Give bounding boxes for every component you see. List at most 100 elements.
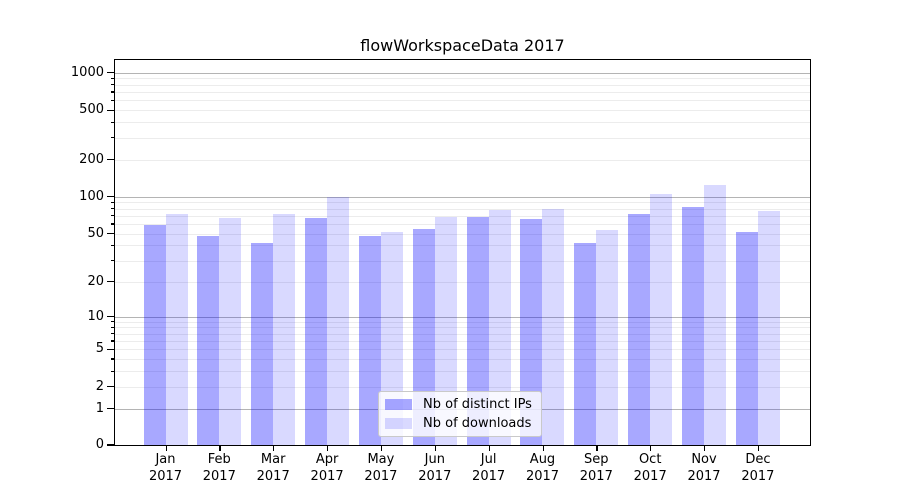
gridline-minor-500 (115, 110, 810, 112)
bar-downloads-sep (596, 229, 619, 445)
gridline-minor-600 (115, 100, 810, 102)
y-minortick-70 (110, 215, 114, 217)
x-tick-label-mar: Mar 2017 (241, 452, 305, 485)
legend: Nb of distinct IPs Nb of downloads (378, 391, 542, 437)
gridline-minor-70 (115, 215, 810, 217)
gridline-minor-2 (115, 386, 810, 388)
bar-downloads-aug (542, 208, 565, 445)
y-tick-500 (107, 109, 114, 111)
y-minortick-900 (110, 77, 114, 80)
x-label-month: Aug (529, 452, 556, 467)
bar-downloads-jul (488, 209, 511, 445)
bars-layer (115, 60, 810, 445)
y-minortick-800 (110, 84, 114, 86)
bar-distinct-ips-may (358, 235, 381, 445)
bar-downloads-nov (704, 185, 726, 445)
bar-distinct-ips-apr (305, 218, 328, 445)
y-minortick-30 (110, 259, 114, 262)
legend-item-downloads: Nb of downloads (385, 415, 532, 432)
y-minortick-7 (110, 333, 114, 335)
y-tick-5 (107, 348, 114, 350)
legend-swatch-distinct-ips (385, 399, 412, 410)
y-minortick-700 (110, 91, 114, 93)
bar-distinct-ips-nov (682, 207, 704, 445)
y-tick-2 (107, 386, 114, 388)
x-tick-label-jul: Jul 2017 (457, 452, 521, 485)
gridline-minor-3 (115, 371, 810, 373)
y-tick-100 (107, 196, 114, 198)
x-label-year: 2017 (687, 468, 721, 484)
gridline-minor-6 (115, 340, 810, 342)
x-label-year: 2017 (256, 468, 290, 484)
x-tick-may (380, 446, 383, 451)
x-label-month: Jan (155, 452, 176, 467)
y-minortick-600 (110, 99, 114, 101)
y-tick-label-50: 50 (87, 225, 104, 241)
gridline-minor-20 (115, 281, 810, 283)
y-tick-1 (107, 408, 114, 410)
bar-downloads-apr (327, 196, 350, 445)
gridline-minor-400 (115, 122, 810, 124)
y-tick-label-10: 10 (87, 308, 104, 324)
y-tick-label-5: 5 (95, 341, 104, 357)
legend-label-downloads: Nb of downloads (423, 416, 532, 431)
x-label-year: 2017 (741, 468, 775, 484)
legend-swatch-downloads (385, 418, 412, 429)
bar-distinct-ips-mar (251, 242, 274, 445)
y-tick-200 (107, 158, 114, 161)
x-label-month: Sep (584, 452, 609, 467)
grid-layer (115, 60, 810, 445)
x-tick-label-may: May 2017 (349, 452, 413, 485)
x-tick-label-nov: Nov 2017 (672, 452, 736, 485)
bar-distinct-ips-jul (466, 217, 489, 445)
y-minortick-4 (110, 358, 114, 360)
bar-distinct-ips-jun (412, 228, 435, 445)
legend-label-distinct-ips: Nb of distinct IPs (423, 397, 532, 412)
x-tick-label-aug: Aug 2017 (511, 452, 575, 485)
x-label-month: Feb (207, 452, 231, 467)
bar-downloads-feb (219, 218, 242, 445)
gridline-minor-8 (115, 327, 810, 329)
y-minortick-40 (110, 244, 114, 247)
bar-distinct-ips-jan (143, 224, 166, 445)
y-tick-label-500: 500 (79, 102, 104, 118)
gridline-minor-300 (115, 137, 810, 139)
x-label-year: 2017 (310, 468, 344, 484)
gridline-minor-700 (115, 92, 810, 93)
y-tick-label-100: 100 (79, 188, 104, 204)
y-tick-10 (107, 315, 114, 318)
y-minortick-3 (110, 370, 114, 372)
x-tick-mar (273, 446, 275, 451)
bar-downloads-oct (650, 194, 673, 445)
x-tick-aug (542, 446, 544, 451)
gridline-minor-80 (115, 208, 810, 210)
y-tick-0 (107, 444, 114, 446)
gridline-minor-200 (115, 159, 810, 161)
x-tick-label-oct: Oct 2017 (618, 452, 682, 485)
x-label-month: Oct (638, 452, 662, 467)
gridline-minor-4 (115, 359, 810, 360)
bar-downloads-mar (273, 214, 296, 445)
y-tick-label-1000: 1000 (70, 64, 104, 80)
y-minortick-80 (110, 208, 114, 210)
x-tick-label-feb: Feb 2017 (187, 452, 251, 485)
y-tick-50 (107, 233, 114, 235)
y-tick-label-200: 200 (79, 151, 104, 167)
y-tick-label-20: 20 (87, 273, 104, 289)
x-label-month: Jun (424, 452, 445, 467)
bar-distinct-ips-sep (574, 242, 597, 445)
bar-distinct-ips-aug (520, 218, 543, 445)
x-label-month: Nov (691, 452, 717, 467)
x-tick-label-dec: Dec 2017 (726, 452, 790, 485)
bar-distinct-ips-oct (628, 213, 651, 445)
gridline-major-1000 (115, 72, 810, 74)
x-tick-label-apr: Apr 2017 (295, 452, 359, 485)
gridline-minor-9 (115, 321, 810, 323)
y-tick-label-2: 2 (95, 378, 104, 394)
y-tick-label-0: 0 (95, 437, 104, 452)
y-tick-20 (107, 280, 114, 283)
x-label-month: Jul (480, 452, 497, 467)
x-tick-label-jun: Jun 2017 (403, 452, 467, 485)
x-label-year: 2017 (579, 468, 613, 484)
